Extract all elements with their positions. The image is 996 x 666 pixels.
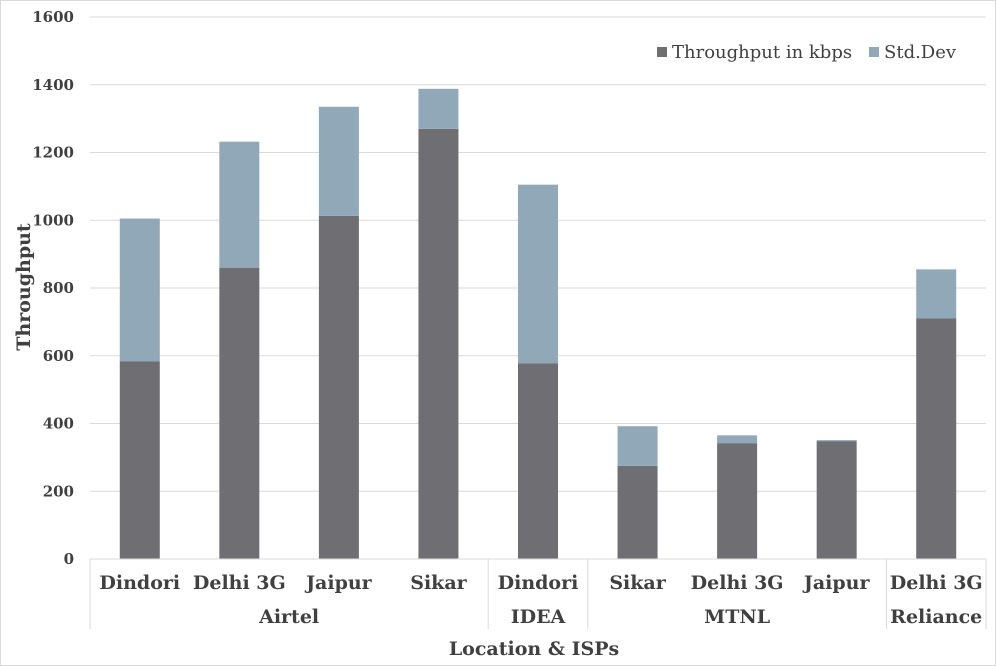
x-category-label: Jaipur [802, 572, 871, 594]
y-tick-label: 600 [43, 347, 74, 365]
x-axis-title: Location & ISPs [449, 638, 619, 660]
bars [119, 88, 957, 559]
x-category-label: Sikar [410, 572, 467, 594]
legend-label: Std.Dev [884, 42, 957, 63]
legend: Throughput in kbps Std.Dev [657, 42, 957, 63]
bar-segment-throughput [219, 267, 260, 559]
bar-segment-throughput [816, 441, 857, 559]
legend-label: Throughput in kbps [672, 42, 852, 63]
legend-swatch [869, 47, 879, 57]
bar-segment-throughput [119, 361, 160, 559]
x-category-label: Dindori [99, 572, 180, 594]
bar-segment-std-dev [418, 88, 459, 129]
bar-segment-std-dev [119, 218, 160, 362]
y-tick-label: 1400 [32, 76, 74, 94]
x-category-label: Delhi 3G [890, 572, 983, 594]
x-category-label: Delhi 3G [691, 572, 784, 594]
legend-swatch [657, 47, 667, 57]
x-group-label: MTNL [704, 606, 770, 628]
x-group-label: IDEA [511, 606, 566, 628]
x-group-label: Reliance [890, 606, 982, 628]
x-group-label: Airtel [258, 606, 319, 628]
bar-segment-throughput [916, 318, 957, 559]
y-axis-title: Throughput [13, 223, 35, 351]
y-tick-label: 1200 [32, 144, 74, 162]
x-axis: Dindori Delhi 3G Jaipur Sikar Dindori Sikar De… [89, 558, 987, 629]
y-tick-label: 400 [43, 415, 74, 433]
y-tick-label: 0 [64, 550, 74, 568]
x-category-label: Sikar [609, 572, 666, 594]
bar-segment-std-dev [219, 141, 260, 268]
bar-segment-throughput [518, 363, 558, 559]
y-tick-label: 200 [43, 482, 74, 500]
bar-segment-std-dev [318, 106, 359, 216]
x-category-label: Jaipur [304, 572, 373, 594]
x-category-label: Delhi 3G [193, 572, 286, 594]
bar-segment-std-dev [518, 184, 558, 364]
bar-segment-std-dev [617, 426, 658, 466]
y-tick-label: 1000 [32, 211, 74, 229]
x-category-label: Dindori [498, 572, 579, 594]
bar-segment-std-dev [916, 269, 957, 319]
y-tick-label: 1600 [32, 8, 74, 26]
bar-segment-throughput [418, 128, 459, 559]
bar-segment-throughput [717, 443, 758, 559]
y-axis-ticks: 0 200 400 600 800 1000 1200 1400 1600 [32, 8, 74, 568]
bar-segment-throughput [318, 215, 359, 559]
bar-segment-std-dev [717, 435, 758, 444]
bar-segment-throughput [617, 465, 658, 559]
y-tick-label: 800 [43, 279, 74, 297]
bar-segment-std-dev [816, 440, 857, 442]
